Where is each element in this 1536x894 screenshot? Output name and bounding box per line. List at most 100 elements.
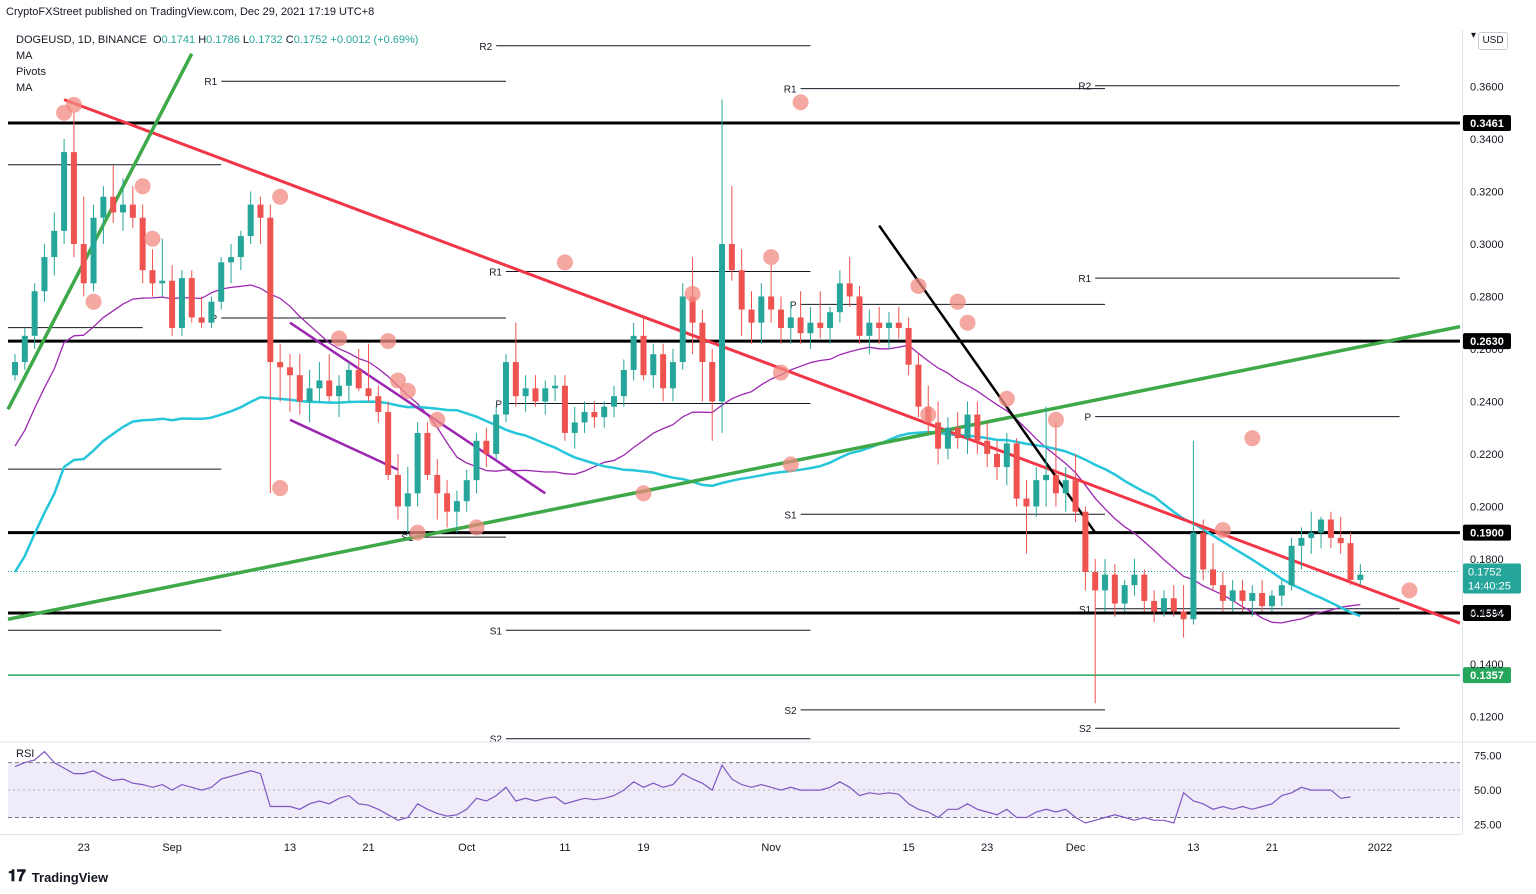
candle-body (385, 411, 392, 475)
candle-body (591, 411, 598, 418)
candle-body (1121, 585, 1128, 604)
level-tag-label: 0.3461 (1470, 118, 1504, 130)
touch-marker (272, 188, 289, 205)
pivot-label: R1 (784, 85, 797, 96)
candle-body (12, 362, 18, 376)
price-tick-label: 0.3000 (1470, 239, 1504, 251)
low-value: 0.1732 (249, 34, 283, 46)
price-tick-label: 0.1800 (1470, 554, 1504, 566)
rsi-title: RSI (16, 748, 34, 760)
published-header: CryptoFXStreet published on TradingView.… (6, 6, 375, 18)
high-label: H (198, 34, 207, 46)
candle-body (169, 280, 176, 328)
change-value: +0.0012 (+0.69%) (330, 34, 419, 46)
candle-body (660, 354, 667, 389)
candle-body (1033, 480, 1040, 507)
pivot-label: R1 (204, 77, 217, 88)
pivot-label: S2 (784, 706, 797, 717)
level-tag (1463, 604, 1511, 621)
price-tick-label: 0.3400 (1470, 134, 1504, 146)
indicator-pivots[interactable]: Pivots (16, 66, 46, 78)
candle-body (1180, 611, 1187, 620)
candle-body (777, 309, 784, 328)
candle-body (964, 414, 971, 439)
touch-marker (409, 524, 426, 541)
rsi-tick-label: 25.00 (1474, 819, 1502, 831)
indicator-ma-slow[interactable]: MA (16, 82, 33, 94)
rsi-tick-label: 75.00 (1474, 751, 1502, 763)
candle-body (885, 322, 892, 328)
open-label: O (152, 34, 162, 46)
touch-marker (772, 364, 789, 381)
candle-body (512, 362, 519, 397)
candle-body (1249, 593, 1256, 601)
candle-body (149, 270, 156, 284)
last-price-tag (1463, 563, 1521, 594)
candle-body (1268, 595, 1275, 607)
black-trendline (878, 224, 1097, 534)
candle-body (375, 396, 382, 412)
touch-marker (556, 254, 573, 271)
candle-body (21, 335, 28, 363)
candle-body (1308, 532, 1315, 538)
touch-marker (380, 333, 397, 350)
time-axis[interactable] (0, 834, 1462, 865)
touch-marker (134, 178, 151, 195)
candle-body (237, 236, 244, 258)
candle-body (699, 322, 706, 363)
candle-body (905, 327, 912, 365)
indicator-ma-fast[interactable]: MA (16, 50, 33, 62)
footer-brand: TradingView (31, 869, 109, 885)
close-label: C (285, 34, 294, 46)
candle-body (110, 196, 117, 213)
candle-body (424, 432, 431, 475)
pivot-label: P (790, 300, 797, 311)
candle-body (709, 362, 716, 402)
candle-body (1210, 569, 1217, 586)
close-value: 0.1752 (293, 34, 328, 46)
footer: 𝟏𝟕 TradingView (8, 868, 108, 886)
candle-body (404, 493, 411, 507)
candle-body (748, 309, 755, 323)
touch-marker (684, 285, 701, 302)
touch-marker (389, 372, 406, 389)
candle-body (1357, 574, 1364, 580)
green-uptrend-line (6, 52, 194, 411)
price-axis[interactable] (1462, 30, 1536, 834)
pivot-label: P (1085, 413, 1092, 424)
candle-body (935, 422, 942, 449)
touch-marker (1214, 522, 1231, 539)
candle-body (365, 388, 372, 397)
time-tick-label: 13 (284, 842, 296, 854)
candle-body (866, 322, 873, 336)
candle-body (856, 296, 863, 336)
channel-upper-line (289, 321, 546, 495)
candle-body (787, 317, 794, 328)
candle-body (915, 364, 922, 407)
open-value: 0.1741 (161, 34, 196, 46)
price-tick-label: 0.2000 (1470, 501, 1504, 513)
level-tag-label: 0.1900 (1470, 528, 1504, 540)
touch-marker (272, 480, 289, 497)
pivot-label: S1 (784, 510, 797, 521)
candle-body (483, 440, 490, 454)
candle-body (1219, 585, 1226, 601)
axis-settings-icon[interactable]: ▾ (1471, 30, 1477, 41)
candle-body (100, 196, 107, 218)
level-tag (1463, 667, 1511, 684)
candle-body (345, 369, 352, 386)
touch-marker (959, 314, 976, 331)
candle-body (198, 317, 205, 323)
candle-body (650, 354, 657, 376)
touch-marker (782, 456, 799, 473)
currency-button[interactable]: USD (1478, 32, 1508, 50)
ma-fast-line (14, 284, 1361, 624)
price-tick-label: 0.3200 (1470, 186, 1504, 198)
touch-marker (635, 485, 652, 502)
price-tick-label: 0.2200 (1470, 449, 1504, 461)
time-tick-label: 23 (78, 842, 90, 854)
candle-body (1327, 519, 1334, 538)
pivot-label: S2 (1079, 724, 1092, 735)
candle-body (836, 283, 843, 313)
